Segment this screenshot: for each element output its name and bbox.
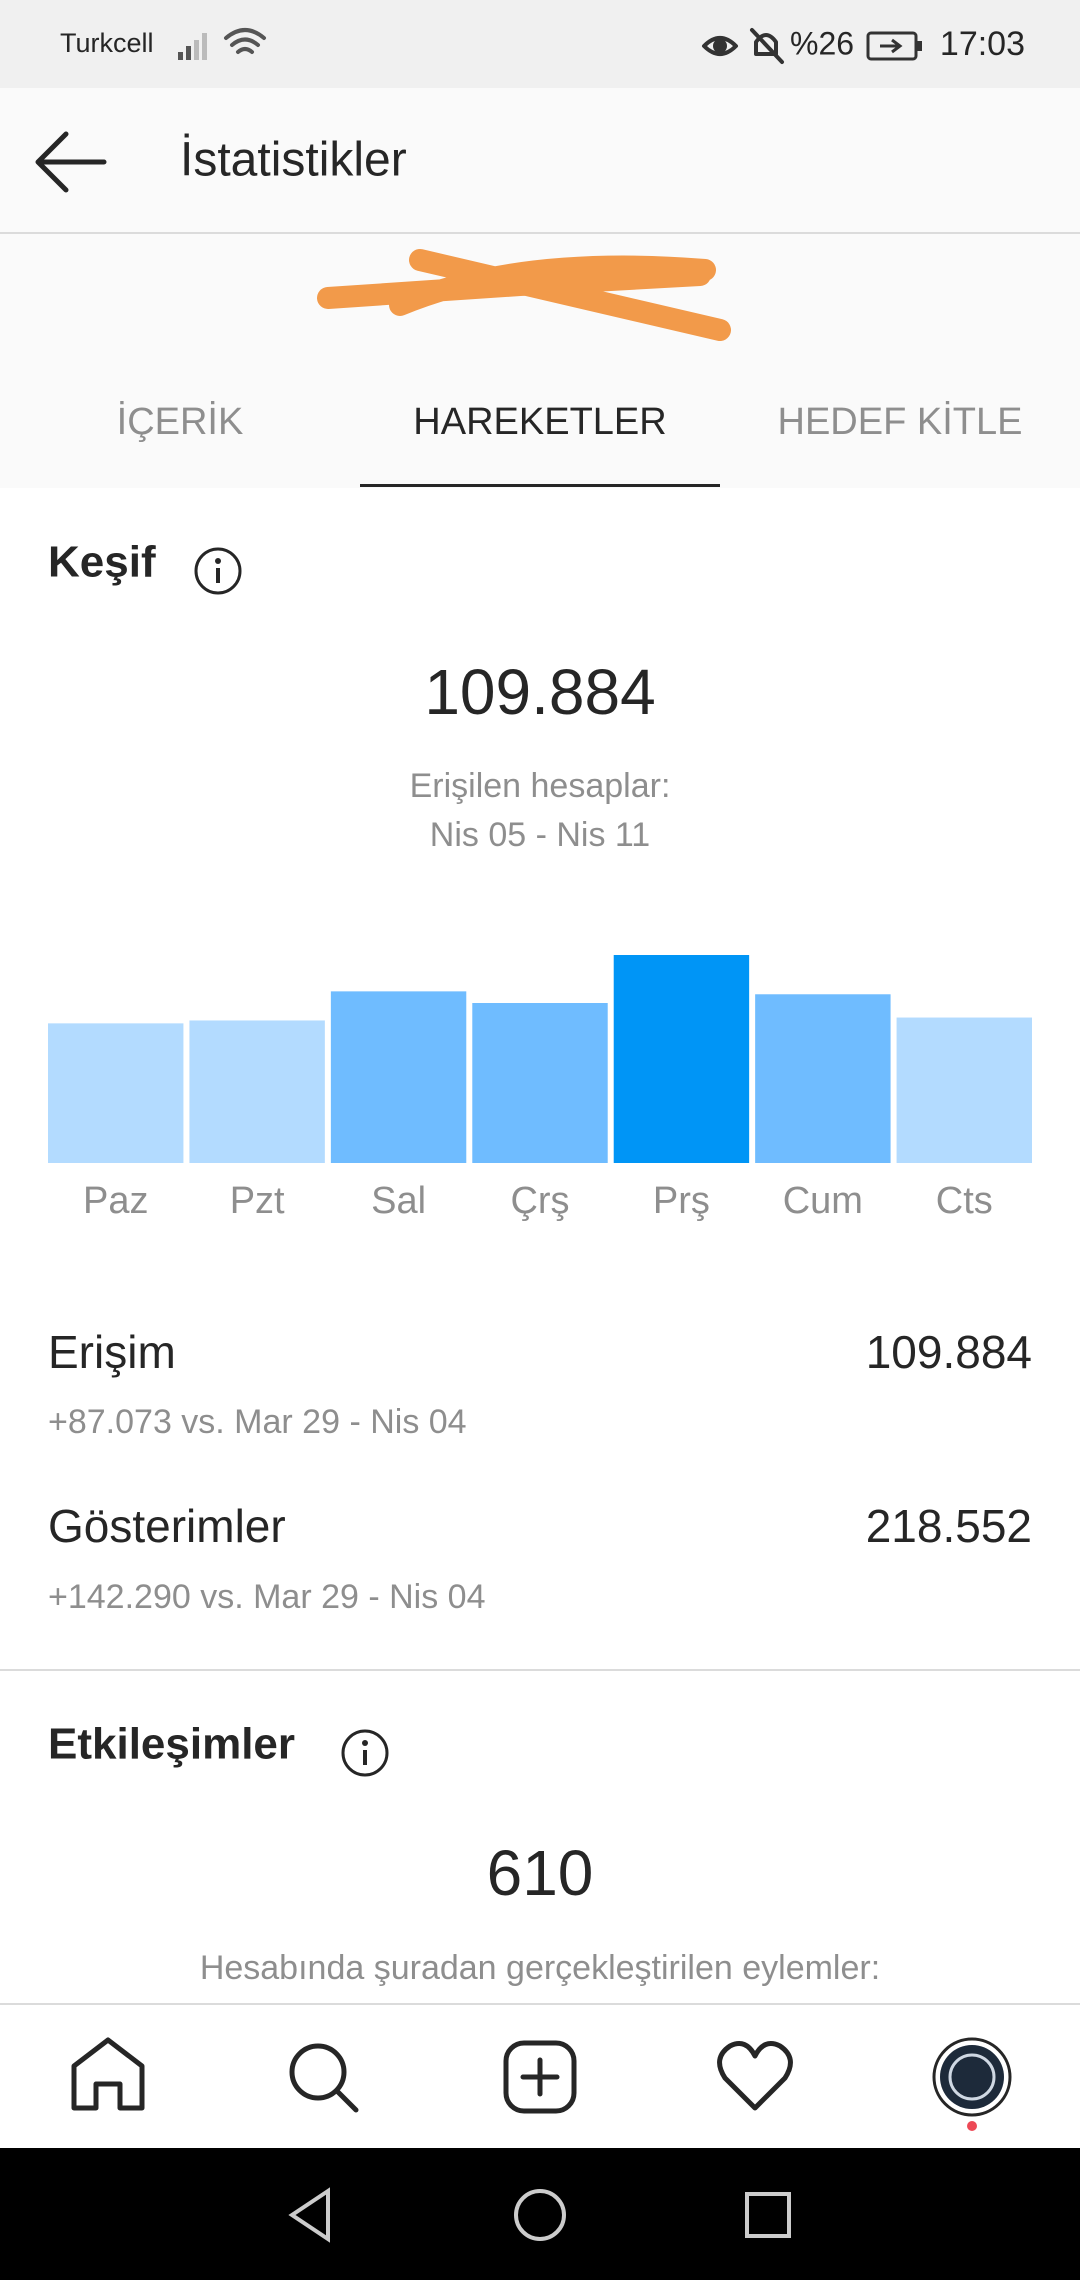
stat-value: 218.552 [866,1500,1032,1552]
period: Nis 05 - Nis 11 [430,816,650,854]
battery-percent: %26 [790,25,854,61]
back-button[interactable] [35,131,107,193]
bar [896,1017,1032,1163]
tab-indicator [360,484,720,487]
x-tick-label: Cum [783,1180,863,1222]
subtitle: Hesabında şuradan gerçekleştirilen eylem… [200,1949,880,1987]
system-back[interactable] [288,2187,330,2243]
signal-icon [178,33,207,60]
x-tick-label: Prş [653,1180,710,1222]
tab[interactable]: HEDEF KİTLE [778,400,1023,443]
search-button[interactable] [289,2043,359,2113]
x-tick-label: Pzt [230,1180,285,1222]
wifi-icon [224,28,266,54]
x-tick-label: Sal [371,1180,426,1222]
big-number: 610 [487,1837,594,1909]
stat-change: +142.290 vs. Mar 29 - Nis 04 [48,1578,486,1616]
bar [189,1020,325,1163]
header-title: İstatistikler [180,134,407,187]
clock: 17:03 [940,25,1025,63]
redaction-scribble [317,249,731,341]
status-bar [0,0,1080,88]
big-number: 109.884 [424,656,655,728]
info-icon[interactable] [341,1729,389,1777]
activity-button[interactable] [717,2041,793,2111]
add-button[interactable] [503,2040,577,2114]
info-icon[interactable] [194,547,242,595]
bar [755,994,891,1163]
system-nav [0,2148,1080,2280]
profile-button[interactable] [932,2037,1012,2131]
x-tick-label: Çrş [510,1180,569,1222]
bar-chart: Paz Pzt Sal Çrş Prş Cum Cts [48,955,1032,1222]
bar [330,991,467,1163]
x-tick-label: Cts [936,1180,993,1222]
x-tick-label: Paz [83,1180,148,1222]
section-title: Keşif [48,538,156,587]
home-button[interactable] [71,2037,145,2111]
subtitle: Erişilen hesaplar: [410,767,671,805]
stat-value: 109.884 [866,1326,1032,1378]
tab[interactable]: İÇERİK [117,400,244,443]
carrier: Turkcell [60,28,154,58]
bar [48,1023,184,1163]
eye-icon [702,36,738,56]
tab-active[interactable]: HAREKETLER [413,401,666,443]
system-home[interactable] [514,2189,566,2241]
system-recents[interactable] [745,2192,791,2238]
stat-change: +87.073 vs. Mar 29 - Nis 04 [48,1403,467,1441]
mute-icon [750,28,784,64]
section-title: Etkileşimler [48,1720,295,1769]
stat-label: Erişim [48,1326,176,1378]
battery-icon [866,31,922,61]
bar [472,1003,608,1163]
bar [613,955,750,1163]
stat-label: Gösterimler [48,1500,286,1552]
